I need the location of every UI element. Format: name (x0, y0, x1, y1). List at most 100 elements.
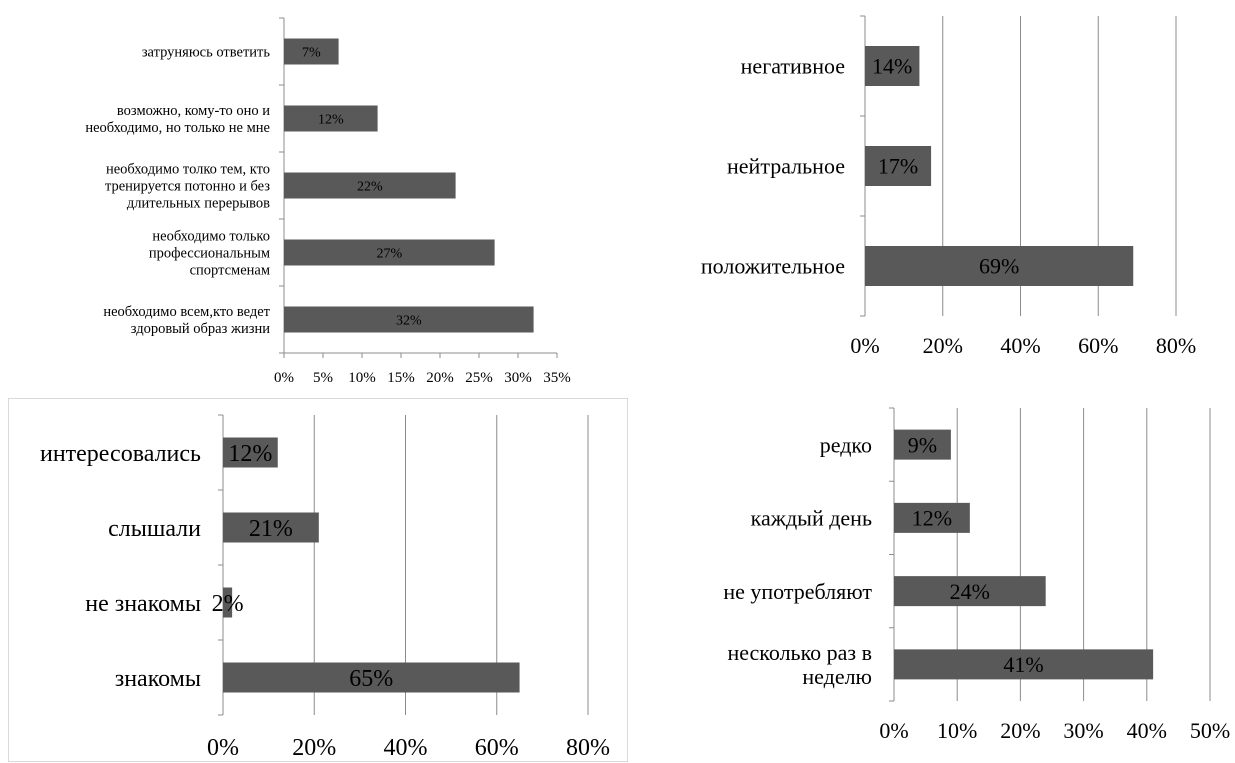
bar (223, 587, 233, 618)
category-label-line: не знакомы (85, 591, 201, 617)
chart-frequency-svg: 9% редко 12% каждый день 24% не употребляют 41… (723, 407, 1230, 743)
bar (284, 239, 495, 266)
category-label-line: нейтральное (727, 154, 845, 179)
category-label-line: необходимо только (152, 229, 270, 245)
tick-label: 60% (1078, 333, 1118, 358)
category-label-line: слышали (108, 516, 201, 542)
tick-label: 25% (465, 370, 493, 386)
category-label-line: возможно, кому-то оно и (117, 103, 270, 119)
tick-label: 0% (879, 718, 908, 743)
data-label: 9% (908, 432, 937, 457)
data-label: 21% (249, 516, 293, 542)
data-label: 24% (950, 579, 990, 604)
category-label-line: неделю (802, 664, 872, 689)
tick-label: 30% (504, 370, 532, 386)
tick-label: 80% (566, 735, 610, 761)
tick-label: 0% (207, 735, 239, 761)
bar (894, 649, 1154, 680)
tick-label: 80% (1156, 333, 1196, 358)
data-label: 27% (376, 246, 402, 261)
data-label: 41% (1003, 652, 1043, 677)
category-label-line: необходимо всем,кто ведет (103, 304, 270, 320)
chart-necessity-svg: 7% затруняюсь ответить 12% возможно, кому-т… (85, 17, 571, 386)
tick-label: 50% (1190, 718, 1230, 743)
bar (223, 437, 278, 468)
category-label-line: редко (820, 432, 872, 457)
tick-label: 5% (313, 370, 333, 386)
category-label: не знакомы (85, 591, 201, 617)
chart-frequency: 9% редко 12% каждый день 24% не употребляют 41… (640, 398, 1235, 762)
bar (894, 576, 1046, 607)
tick-label: 0% (850, 333, 879, 358)
tick-label: 20% (923, 333, 963, 358)
chart-awareness: 12% интересовались 21% слышали 2% не знакомы 6… (8, 398, 628, 762)
category-label-line: профессиональным (149, 246, 270, 262)
category-label-line: положительное (701, 254, 845, 279)
category-label-line: необходимо, но только не мне (85, 120, 270, 136)
tick-label: 40% (1000, 333, 1040, 358)
data-label: 12% (228, 441, 272, 467)
category-label-line: затруняюсь ответить (142, 45, 271, 61)
data-label: 22% (357, 179, 383, 194)
chart-attitude-svg: 14% негативное 17% нейтральное 69% положитель… (701, 15, 1196, 358)
data-label: 14% (872, 54, 912, 79)
bar (223, 512, 319, 543)
tick-label: 40% (1127, 718, 1167, 743)
category-label: знакомы (115, 666, 201, 692)
tick-label: 20% (292, 735, 336, 761)
tick-label: 20% (1000, 718, 1040, 743)
bar (284, 38, 339, 65)
category-label: не употребляют (723, 579, 872, 604)
data-label: 12% (912, 506, 952, 531)
bar (894, 502, 970, 533)
tick-label: 0% (274, 370, 294, 386)
category-label: негативное (741, 54, 845, 79)
data-label: 7% (302, 45, 321, 60)
category-label-line: здоровый образ жизни (131, 321, 270, 337)
tick-label: 35% (543, 370, 571, 386)
bar (223, 662, 520, 693)
category-label: возможно, кому-то оно и необходимо, но то… (85, 103, 270, 136)
bar (284, 306, 534, 333)
category-label: каждый день (751, 506, 872, 531)
category-label-line: интересовались (40, 441, 201, 467)
category-label: положительное (701, 254, 845, 279)
data-label: 32% (396, 313, 422, 328)
category-label: редко (820, 432, 872, 457)
data-label: 2% (212, 591, 244, 617)
data-label: 65% (349, 666, 393, 692)
tick-label: 40% (384, 735, 428, 761)
chart-attitude: 14% негативное 17% нейтральное 69% положитель… (620, 0, 1235, 380)
tick-label: 15% (387, 370, 415, 386)
tick-label: 10% (937, 718, 977, 743)
data-label: 17% (878, 154, 918, 179)
tick-label: 20% (426, 370, 454, 386)
category-label: затруняюсь ответить (142, 45, 271, 61)
category-label-line: не употребляют (723, 579, 872, 604)
category-label-line: несколько раз в (727, 640, 872, 665)
data-label: 12% (318, 112, 344, 127)
bar (284, 172, 456, 199)
tick-label: 60% (475, 735, 519, 761)
category-label-line: тренируется потонно и без (105, 179, 270, 195)
category-label: слышали (108, 516, 201, 542)
bar (284, 105, 378, 132)
bar (865, 246, 1134, 286)
bar (865, 46, 920, 86)
data-label: 69% (979, 254, 1019, 279)
chart-necessity: 7% затруняюсь ответить 12% возможно, кому-т… (0, 0, 600, 390)
category-label-line: спортсменам (190, 263, 270, 279)
category-label: интересовались (40, 441, 201, 467)
bar (894, 429, 951, 460)
bar (865, 146, 932, 186)
category-label: необходимо всем,кто ведет здоровый образ … (103, 304, 270, 337)
chart-awareness-svg: 12% интересовались 21% слышали 2% не знакомы 6… (40, 414, 610, 761)
category-label-line: негативное (741, 54, 845, 79)
category-label: необходимо толко тем, кто тренируется пот… (105, 162, 270, 212)
category-label-line: необходимо толко тем, кто (106, 162, 270, 178)
category-label: несколько раз в неделю (727, 640, 872, 689)
tick-label: 30% (1063, 718, 1103, 743)
category-label-line: знакомы (115, 666, 201, 692)
tick-label: 10% (348, 370, 376, 386)
category-label: необходимо только профессиональным спортсм… (149, 229, 270, 279)
